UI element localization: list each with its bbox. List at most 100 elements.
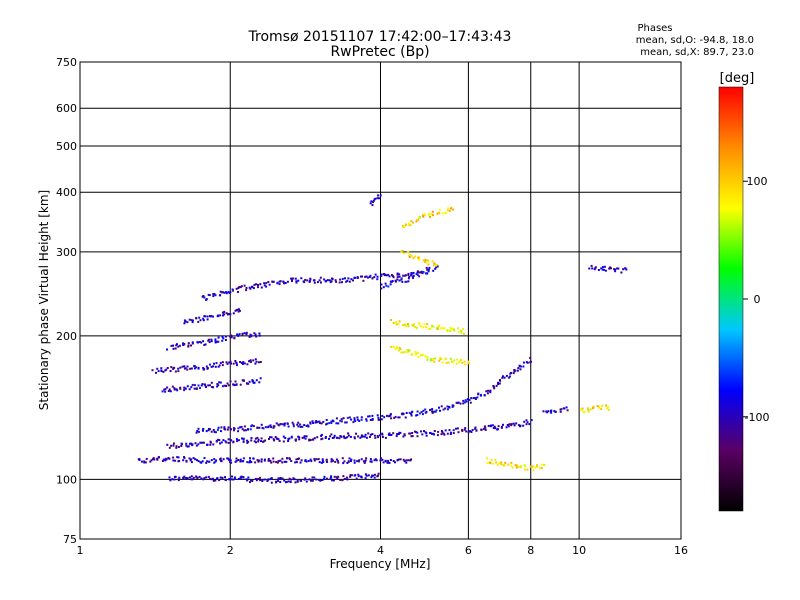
data-point xyxy=(201,460,204,463)
data-point xyxy=(175,446,178,449)
data-point xyxy=(392,432,395,435)
data-point xyxy=(235,457,238,460)
data-point xyxy=(237,287,240,290)
data-point xyxy=(441,327,444,330)
data-point xyxy=(227,438,230,441)
data-point xyxy=(512,422,515,425)
data-point xyxy=(510,371,513,374)
data-point xyxy=(219,442,221,445)
data-point xyxy=(237,291,239,293)
data-point xyxy=(480,428,483,431)
data-point xyxy=(145,457,148,460)
data-point xyxy=(283,479,286,482)
data-point xyxy=(485,390,488,393)
data-point xyxy=(230,334,233,337)
data-point xyxy=(171,385,174,388)
data-point xyxy=(453,359,456,362)
data-point xyxy=(221,339,224,342)
data-point xyxy=(343,460,346,463)
data-point xyxy=(403,433,406,436)
data-point xyxy=(397,349,400,352)
data-point xyxy=(215,440,218,442)
data-point xyxy=(412,257,415,260)
data-point xyxy=(309,439,312,441)
data-point xyxy=(234,360,237,362)
data-point xyxy=(326,461,329,463)
data-point xyxy=(413,430,416,433)
data-point xyxy=(172,456,175,459)
data-point xyxy=(253,283,256,286)
data-point xyxy=(461,428,464,431)
data-point xyxy=(178,344,181,347)
data-point xyxy=(270,426,273,429)
data-point xyxy=(426,323,429,326)
data-point xyxy=(426,268,429,271)
data-point xyxy=(483,394,486,397)
data-point xyxy=(149,460,152,463)
data-point xyxy=(237,439,240,442)
data-point xyxy=(373,434,376,437)
data-point xyxy=(294,277,297,280)
data-point xyxy=(188,318,191,321)
data-point xyxy=(424,272,427,275)
data-point xyxy=(395,345,398,348)
data-point xyxy=(384,436,387,439)
data-point xyxy=(288,477,291,480)
data-point xyxy=(219,361,222,364)
data-point xyxy=(230,362,232,365)
data-point xyxy=(338,437,341,440)
data-point xyxy=(224,339,227,341)
data-point xyxy=(514,369,517,372)
data-point xyxy=(410,272,413,275)
data-point xyxy=(534,466,537,469)
data-point xyxy=(428,215,431,218)
data-point xyxy=(306,424,309,427)
data-point xyxy=(392,345,395,348)
data-point xyxy=(242,437,245,440)
data-point xyxy=(360,475,363,478)
data-point xyxy=(263,284,266,287)
data-point xyxy=(407,272,410,275)
x-tick-label: 1 xyxy=(77,544,84,557)
data-point xyxy=(189,367,192,370)
data-point xyxy=(431,410,434,413)
data-point xyxy=(407,459,410,462)
data-point xyxy=(232,312,235,315)
data-point xyxy=(196,459,198,462)
data-point xyxy=(532,469,535,472)
data-point xyxy=(259,361,262,363)
data-point xyxy=(357,473,360,476)
data-point xyxy=(258,426,261,429)
data-point xyxy=(343,477,346,480)
data-point xyxy=(438,211,441,214)
data-point xyxy=(411,221,414,224)
data-point xyxy=(342,475,345,478)
x-tick-label: 16 xyxy=(674,544,688,557)
data-point xyxy=(540,466,543,469)
data-point xyxy=(292,423,295,426)
data-point xyxy=(448,406,451,409)
data-point xyxy=(278,283,281,286)
data-point xyxy=(399,431,402,434)
data-point xyxy=(228,458,231,461)
data-point xyxy=(589,408,592,411)
data-point xyxy=(230,478,233,481)
data-point xyxy=(448,429,451,432)
data-point xyxy=(365,457,368,460)
data-point xyxy=(377,416,380,419)
data-point xyxy=(301,436,304,439)
data-point xyxy=(345,280,348,283)
data-point xyxy=(393,322,396,325)
data-point xyxy=(434,267,437,270)
data-point xyxy=(272,457,275,460)
data-point xyxy=(314,421,317,424)
x-tick-label: 6 xyxy=(465,544,472,557)
y-tick-label: 400 xyxy=(56,186,77,199)
data-point xyxy=(378,434,381,437)
data-point xyxy=(318,420,321,423)
data-point xyxy=(411,410,414,413)
data-point xyxy=(426,359,429,361)
data-point xyxy=(213,293,216,296)
data-point xyxy=(433,430,436,432)
data-point xyxy=(604,269,607,272)
